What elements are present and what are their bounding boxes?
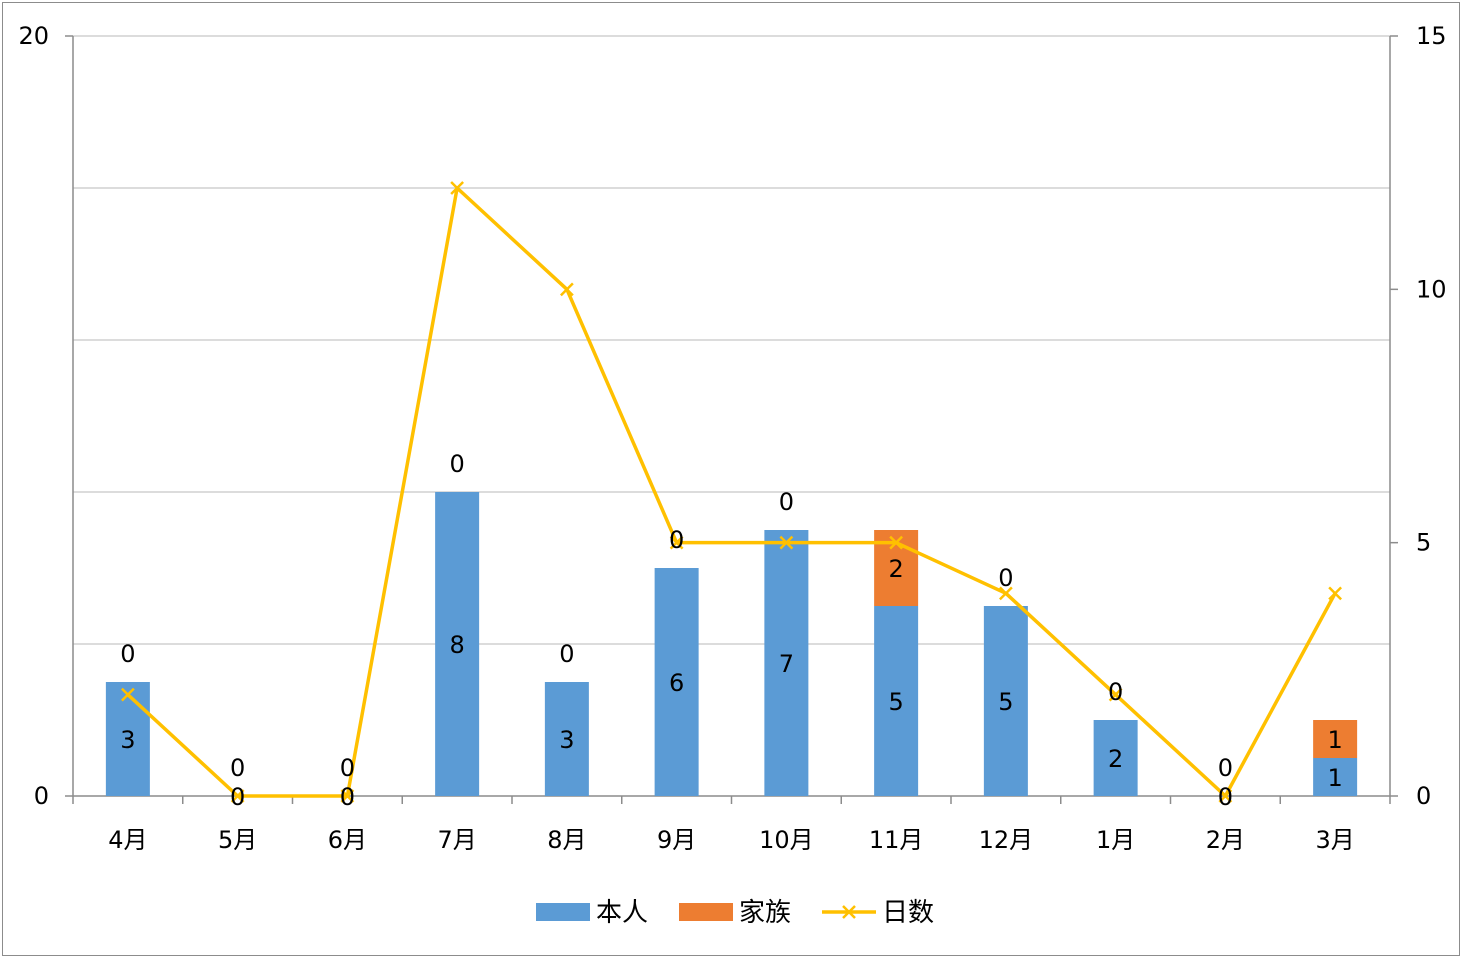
bar-本人: [983, 606, 1028, 796]
line-marker: [1108, 687, 1123, 702]
line-marker: [998, 586, 1013, 601]
bar-本人: [1313, 758, 1358, 796]
line-series: [120, 181, 1343, 803]
label-本人: 0: [230, 783, 245, 811]
legend-swatch-本人: [536, 903, 590, 921]
right-tick-label: 10: [1416, 275, 1447, 303]
bar-本人: [874, 606, 919, 796]
right-tick-label: 15: [1416, 22, 1447, 50]
label-本人: 2: [1108, 745, 1123, 773]
line-marker: [559, 282, 574, 297]
label-本人: 6: [669, 669, 684, 697]
bar-本人: [435, 492, 480, 796]
label-本人: 7: [779, 650, 794, 678]
label-家族: 0: [998, 564, 1013, 592]
line-marker: [1328, 586, 1343, 601]
label-家族: 2: [888, 555, 903, 583]
category-label: 5月: [218, 826, 257, 854]
label-家族: 0: [449, 450, 464, 478]
category-labels: 4月 5月 6月 7月 8月 9月 10月 11月 12月 1月 2月 3月: [108, 826, 1355, 854]
legend-label-本人: 本人: [596, 898, 648, 928]
bar-本人: [1093, 720, 1138, 796]
label-家族: 0: [559, 640, 574, 668]
label-本人: 0: [340, 783, 355, 811]
category-label: 11月: [869, 826, 924, 854]
category-label: 6月: [328, 826, 367, 854]
left-axis-ticks: 0 20: [18, 22, 73, 810]
category-label: 7月: [437, 826, 476, 854]
label-家族: 0: [1108, 678, 1123, 706]
line-marker: [450, 181, 465, 195]
category-label: 10月: [759, 826, 814, 854]
label-家族: 0: [230, 754, 245, 782]
left-tick-label: 0: [34, 782, 49, 810]
axes: [72, 36, 1391, 804]
category-label: 1月: [1096, 826, 1135, 854]
line-marker: [1218, 789, 1233, 803]
gridlines: [73, 35, 1390, 645]
label-家族: 0: [340, 754, 355, 782]
category-label: 9月: [657, 826, 696, 854]
line-marker: [230, 789, 245, 803]
category-label: 3月: [1315, 826, 1354, 854]
right-tick-label: 0: [1416, 782, 1431, 810]
category-label: 4月: [108, 826, 147, 854]
label-家族: 0: [120, 640, 135, 668]
bar-本人: [764, 530, 809, 796]
label-家族: 1: [1327, 726, 1342, 754]
label-本人: 3: [120, 726, 135, 754]
right-tick-label: 5: [1416, 529, 1431, 557]
label-家族: 0: [779, 488, 794, 516]
line-marker: [889, 535, 904, 550]
label-家族: 0: [1218, 754, 1233, 782]
line-日数: [126, 186, 1337, 798]
label-本人: 8: [449, 631, 464, 659]
line-marker: [779, 535, 794, 550]
line-marker: [340, 789, 355, 803]
bar-本人: [654, 568, 699, 796]
bar-本人: [544, 682, 589, 796]
label-本人: 0: [1218, 783, 1233, 811]
line-marker: [669, 535, 684, 550]
label-本人: 3: [559, 726, 574, 754]
legend-swatch-家族: [679, 903, 733, 921]
category-label: 12月: [979, 826, 1034, 854]
line-marker: [120, 687, 135, 702]
label-本人: 5: [888, 688, 903, 716]
legend-marker: [842, 905, 856, 919]
left-tick-label: 20: [18, 22, 49, 50]
label-本人: 5: [998, 688, 1013, 716]
bar-本人: [105, 682, 150, 796]
category-label: 2月: [1206, 826, 1245, 854]
legend: 本人 家族 日数: [536, 898, 934, 928]
label-家族: 0: [669, 526, 684, 554]
legend-label-日数: 日数: [882, 898, 934, 928]
category-label: 8月: [547, 826, 586, 854]
label-本人: 1: [1327, 764, 1342, 792]
bar-家族: [1313, 720, 1358, 758]
legend-label-家族: 家族: [739, 898, 791, 928]
right-axis-ticks: 0 5 10 15: [1390, 22, 1447, 810]
